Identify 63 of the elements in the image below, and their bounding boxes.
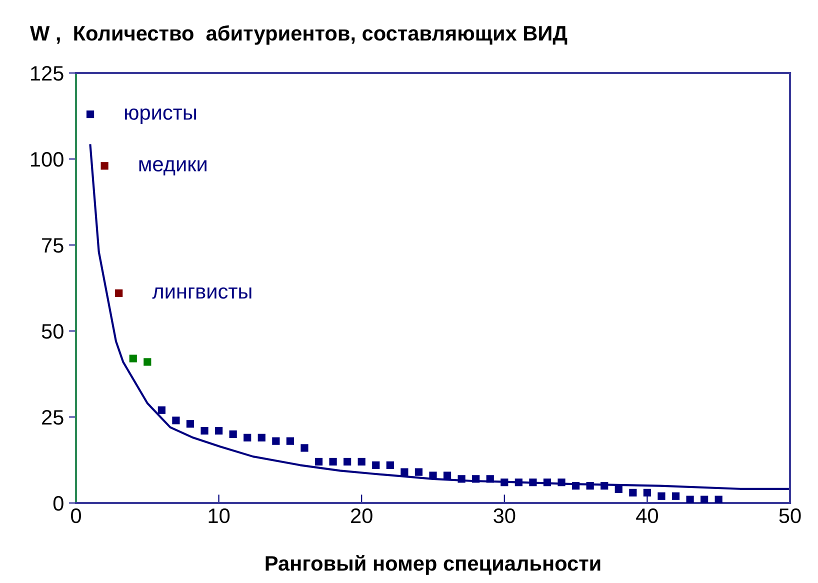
y-tick-label: 100	[31, 152, 64, 167]
point	[414, 468, 423, 476]
point	[643, 488, 652, 496]
point	[300, 444, 308, 452]
point	[229, 430, 237, 438]
point	[172, 416, 180, 424]
x-tick-label: 50	[779, 508, 801, 524]
point	[400, 468, 408, 476]
point	[500, 478, 508, 486]
point	[358, 458, 366, 466]
point	[244, 434, 252, 442]
point	[600, 482, 608, 490]
y-tick-label: 0	[53, 496, 64, 511]
annotation: юристы	[125, 108, 196, 124]
point	[386, 461, 394, 469]
x-tick-label: 30	[494, 508, 516, 524]
x-tick-label: 20	[351, 508, 372, 524]
point	[572, 482, 580, 490]
point	[314, 458, 323, 466]
y-tick-label: 75	[42, 238, 64, 253]
point	[443, 472, 452, 480]
point	[129, 354, 137, 362]
point	[429, 472, 437, 480]
point	[658, 492, 666, 500]
point	[258, 434, 266, 442]
x-axis-title: Ранговый номер специальности	[266, 555, 600, 575]
point	[700, 496, 708, 503]
point	[286, 437, 294, 445]
chart-title: W , Количество абитуриентов, составляющих ВИД	[30, 25, 568, 45]
point	[372, 461, 380, 469]
point	[214, 426, 223, 435]
point	[329, 458, 337, 466]
y-tick-label: 25	[42, 410, 64, 425]
point	[686, 496, 694, 503]
point	[629, 488, 637, 496]
x-tick-label: 40	[636, 508, 658, 524]
y-tick-label: 125	[31, 66, 64, 81]
x-tick-label: 0	[71, 508, 81, 524]
point	[514, 478, 522, 486]
point	[586, 482, 594, 490]
x-tick-label: 10	[208, 508, 230, 524]
point	[472, 475, 480, 483]
line-series	[89, 144, 790, 490]
point	[144, 358, 152, 366]
annotation: лингвисты	[152, 287, 252, 299]
point	[200, 426, 208, 435]
point	[672, 492, 680, 500]
point	[558, 478, 566, 486]
point	[344, 458, 352, 466]
point	[543, 478, 552, 486]
point	[714, 496, 722, 503]
annotation: медики	[139, 160, 206, 176]
y-tick-label: 50	[42, 324, 64, 339]
point	[529, 478, 537, 486]
point	[614, 485, 622, 494]
point	[186, 420, 194, 428]
point	[158, 406, 166, 414]
point	[458, 475, 466, 483]
point	[86, 110, 94, 118]
point	[272, 437, 280, 445]
point	[100, 162, 108, 170]
point	[486, 475, 494, 483]
point	[115, 289, 123, 297]
